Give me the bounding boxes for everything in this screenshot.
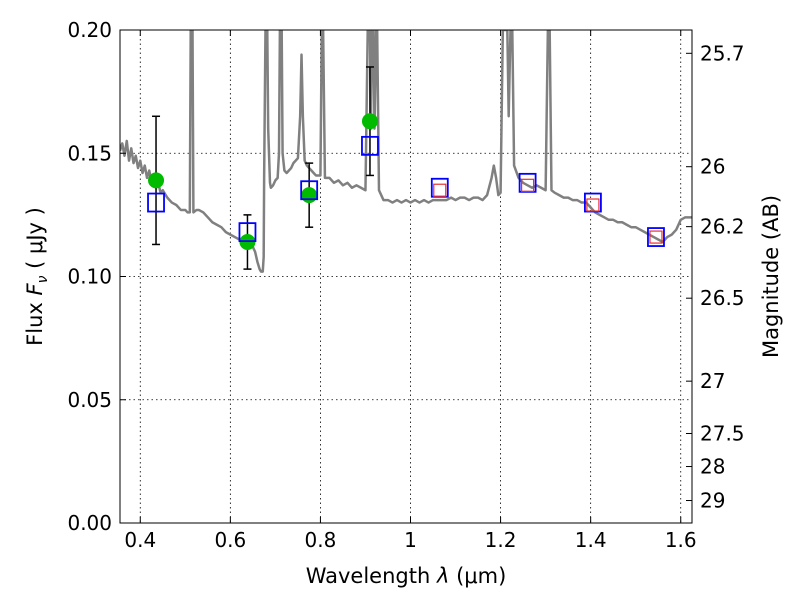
y-tick-label: 0.10 [67, 265, 112, 289]
y2-tick-label: 27 [700, 369, 725, 393]
x-tick-label: 1 [404, 528, 417, 552]
y-axis-label: Flux Fν ( μJy ) [23, 207, 51, 346]
model-flux-square [238, 222, 257, 243]
x-tick-label: 0.4 [124, 528, 156, 552]
y-tick-label: 0.15 [67, 141, 112, 165]
x-tick-label: 0.6 [214, 528, 246, 552]
upper-limit-square [586, 198, 600, 212]
model-flux-square [300, 180, 319, 201]
grid-lines [120, 29, 692, 524]
y2-tick-label: 26.5 [700, 286, 745, 310]
model-flux-square [361, 135, 379, 156]
model-flux-square [147, 192, 165, 213]
observed-flux-point [301, 187, 318, 204]
model-flux-square [647, 227, 665, 247]
y2-tick-label: 26.2 [700, 215, 745, 239]
x-tick-label: 1.4 [575, 528, 607, 552]
upper-limit-square [649, 230, 663, 244]
y2-tick-label: 25.7 [700, 41, 745, 65]
y2-axis-label: Magnitude (AB) [759, 195, 783, 358]
y-tick-label: 0.20 [67, 18, 112, 42]
axis-ticks: 0.4 0.6 0.8 1 1.2 1.4 1.6 0.00 0.05 0.10 0.15 0.20 2… [67, 18, 744, 552]
y2-tick-label: 29 [700, 489, 725, 513]
x-tick-label: 1.6 [665, 528, 697, 552]
y2-tick-label: 26 [700, 155, 725, 179]
x-tick-label: 1.2 [485, 528, 517, 552]
x-tick-label: 0.8 [305, 528, 337, 552]
upper-limit-square [521, 178, 535, 192]
upper-limit-square [433, 183, 447, 197]
observed-flux-point [148, 172, 165, 189]
y-tick-label: 0.00 [67, 511, 112, 535]
y2-tick-label: 28 [700, 455, 725, 479]
y-tick-label: 0.05 [67, 388, 112, 412]
model-spectrum-line [120, 30, 692, 273]
x-axis-label: Wavelength λ (μm) [306, 564, 507, 588]
y2-tick-label: 27.5 [700, 422, 745, 446]
observed-flux-point [361, 113, 378, 130]
plot-area [120, 30, 692, 273]
